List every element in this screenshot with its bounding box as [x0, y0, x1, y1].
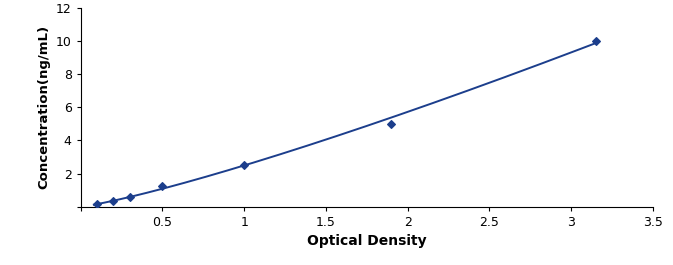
Y-axis label: Concentration(ng/mL): Concentration(ng/mL)	[37, 25, 50, 189]
X-axis label: Optical Density: Optical Density	[307, 234, 427, 248]
